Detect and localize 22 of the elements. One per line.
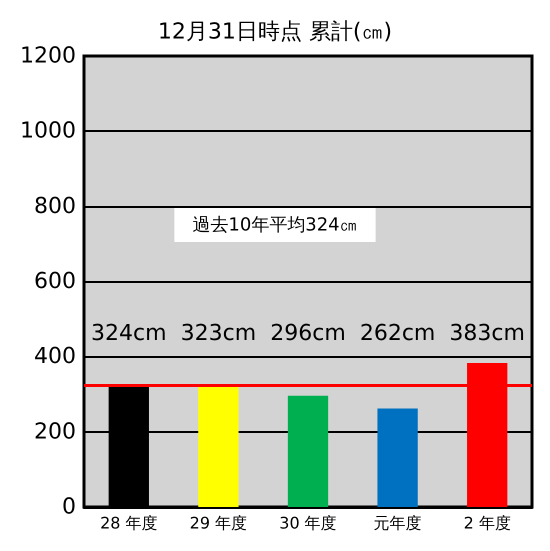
annotation: 過去10年平均324㎝	[192, 214, 358, 236]
data-label: 324cm	[91, 321, 167, 346]
data-label: 262cm	[360, 321, 436, 346]
x-tick-label: 28 年度	[100, 514, 158, 532]
chart-title: 12月31日時点 累計(㎝)	[158, 20, 392, 44]
y-tick-label: 400	[34, 344, 76, 370]
data-label: 383cm	[449, 321, 525, 346]
data-label: 323cm	[180, 321, 256, 346]
x-tick-label: 30 年度	[279, 514, 337, 532]
y-tick-label: 1000	[20, 118, 76, 144]
y-tick-label: 0	[62, 494, 76, 520]
y-tick-label: 1200	[20, 44, 76, 68]
x-tick-label: 29 年度	[190, 514, 248, 532]
bar	[198, 386, 239, 507]
x-tick-label: 2 年度	[464, 514, 511, 532]
data-label: 296cm	[270, 321, 346, 346]
y-tick-label: 200	[34, 419, 76, 444]
y-tick-label: 600	[34, 269, 76, 294]
bar	[377, 408, 418, 507]
x-tick-label: 元年度	[374, 514, 422, 532]
bar	[288, 396, 328, 507]
y-tick-label: 800	[34, 194, 76, 219]
